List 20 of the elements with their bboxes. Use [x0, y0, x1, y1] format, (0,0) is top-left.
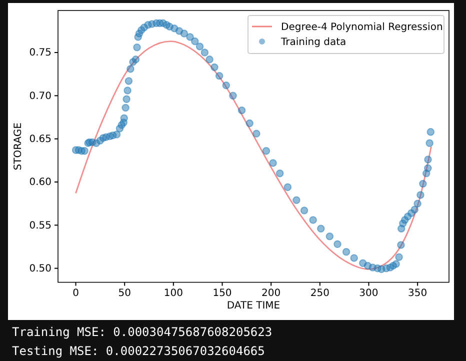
x-tick-label: 250 [310, 288, 330, 299]
y-tick-label: 0.60 [29, 177, 52, 188]
y-axis-title: STORAGE [13, 122, 24, 170]
x-axis-title: DATE TIME [226, 300, 280, 312]
x-tick-label: 0 [72, 288, 79, 299]
y-tick-label: 0.70 [29, 90, 52, 102]
y-tick-label: 0.65 [29, 134, 52, 146]
text: Testing MSE: 0.00022735067032604665 [12, 344, 265, 358]
legend-label: Training data [280, 37, 346, 48]
legend-label: Degree-4 Polynomial Regression [281, 22, 443, 33]
x-tick-label: 350 [408, 288, 428, 299]
x-tick-label: 50 [118, 288, 131, 299]
y-tick-label: 0.75 [29, 48, 52, 59]
x-tick-label: 200 [262, 288, 281, 299]
y-tick-label: 0.55 [29, 220, 52, 232]
text: Training MSE: 0.00030475687608205623 [12, 325, 272, 339]
x-tick-label: 300 [359, 288, 378, 299]
x-tick-label: 100 [164, 288, 183, 299]
x-tick-label: 150 [212, 288, 232, 299]
y-tick-label: 0.50 [29, 264, 52, 275]
